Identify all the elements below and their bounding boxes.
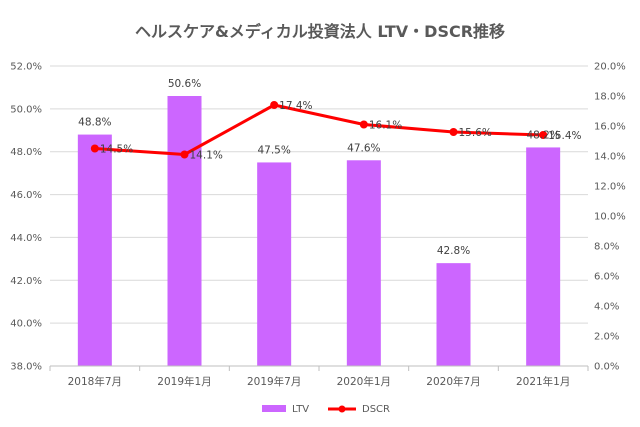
legend: LTV DSCR xyxy=(262,404,390,415)
y-right-tick-label: 18.0% xyxy=(594,92,626,103)
ltv-data-label: 47.6% xyxy=(347,142,380,154)
y-right-tick-label: 2.0% xyxy=(594,332,619,343)
y-left-tick-label: 48.0% xyxy=(10,147,42,158)
dscr-point xyxy=(539,131,548,139)
ltv-bar xyxy=(77,134,112,366)
ltv-bar xyxy=(257,162,292,366)
dscr-data-label: 15.4% xyxy=(548,130,581,142)
grid xyxy=(50,65,588,367)
y-left-tick-label: 40.0% xyxy=(10,319,42,330)
dscr-line xyxy=(90,101,548,159)
y-right-tick-label: 10.0% xyxy=(594,212,626,223)
dscr-data-label: 17.4% xyxy=(279,100,312,112)
dscr-line-path xyxy=(94,103,544,156)
ltv-data-label: 50.6% xyxy=(168,78,201,90)
ltv-bar xyxy=(167,96,202,366)
x-tick-label: 2020年1月 xyxy=(337,375,391,388)
dscr-point xyxy=(449,128,458,136)
y-right-tick-label: 4.0% xyxy=(594,302,619,313)
legend-label-ltv: LTV xyxy=(292,404,309,415)
ltv-data-label: 42.8% xyxy=(437,245,470,257)
y-left-tick-label: 50.0% xyxy=(10,104,42,115)
y-left-tick-label: 52.0% xyxy=(10,62,42,73)
x-tick-label: 2021年1月 xyxy=(516,375,570,388)
y-left-tick-label: 38.0% xyxy=(10,362,42,373)
y-right-tick-label: 14.0% xyxy=(594,152,626,163)
x-tick-label: 2020年7月 xyxy=(426,375,480,388)
ltv-data-label: 48.8% xyxy=(78,117,111,129)
data-labels: 48.8% 50.6% 47.5% 47.6% 42.8% 48.2% 14.5% 14.1%… xyxy=(78,78,581,257)
y-left-tick-label: 46.0% xyxy=(10,190,42,201)
y-right-tick-label: 20.0% xyxy=(594,62,626,73)
legend-label-dscr: DSCR xyxy=(362,404,390,415)
dscr-data-label: 15.6% xyxy=(459,127,492,139)
y-right-tick-label: 0.0% xyxy=(594,362,619,373)
y-left-tick-label: 44.0% xyxy=(10,233,42,244)
axes: 38.0% 40.0% 42.0% 44.0% 46.0% 48.0% 50.0% 52.0%… xyxy=(10,62,626,389)
legend-marker-dscr xyxy=(338,405,346,413)
legend-swatch-ltv xyxy=(262,405,286,412)
x-tick-label: 2019年1月 xyxy=(157,375,211,388)
ltv-bars xyxy=(77,96,561,366)
ltv-data-label: 48.2% xyxy=(526,129,559,141)
ltv-data-label: 47.5% xyxy=(257,144,290,156)
dscr-point xyxy=(359,120,368,129)
ltv-bar xyxy=(526,147,561,366)
dscr-point xyxy=(90,144,99,153)
y-right-tick-label: 6.0% xyxy=(594,272,619,283)
ltv-bar xyxy=(436,263,471,366)
y-left-tick-label: 42.0% xyxy=(10,276,42,287)
y-right-tick-label: 16.0% xyxy=(594,122,626,133)
x-tick-label: 2019年7月 xyxy=(247,375,301,388)
dscr-data-label: 16.1% xyxy=(369,120,402,132)
dscr-point xyxy=(180,150,189,159)
y-right-tick-label: 8.0% xyxy=(594,242,619,253)
x-tick-label: 2018年7月 xyxy=(68,375,122,388)
dscr-point xyxy=(270,101,279,109)
dscr-data-label: 14.5% xyxy=(100,144,133,156)
chart-title: ヘルスケア&メディカル投資法人 LTV・DSCR推移 xyxy=(135,22,505,41)
y-right-tick-label: 12.0% xyxy=(594,182,626,193)
ltv-bar xyxy=(346,160,381,366)
dscr-data-label: 14.1% xyxy=(190,150,223,162)
